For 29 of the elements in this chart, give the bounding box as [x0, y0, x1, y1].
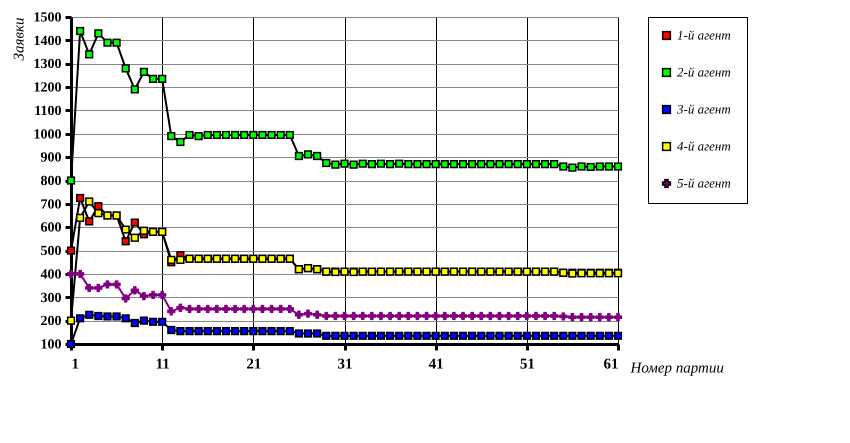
y-tick-label: 200 — [40, 314, 62, 330]
x-tick-label: 51 — [520, 356, 535, 372]
x-tick-label: 11 — [156, 356, 170, 372]
y-tick-label: 800 — [40, 174, 62, 189]
y-tick-label: 1100 — [34, 104, 62, 119]
x-tick-label: 41 — [428, 356, 444, 372]
y-tick-label: 900 — [40, 150, 62, 166]
y-tick-label: 1200 — [34, 80, 62, 96]
x-tick-label: 21 — [246, 356, 262, 372]
y-tick-label: 1400 — [34, 34, 62, 49]
legend-label: 1-й агент — [677, 28, 731, 42]
y-tick-label: 1300 — [34, 57, 62, 72]
y-tick-label: 100 — [40, 338, 62, 352]
x-tick-label: 1 — [72, 356, 79, 372]
y-tick-label: 600 — [40, 220, 62, 236]
y-tick-label: 400 — [40, 267, 62, 282]
x-tick-label: 31 — [338, 356, 352, 372]
legend-label: 3-й агент — [676, 102, 731, 116]
y-axis-title: Заявки — [12, 18, 28, 60]
legend-label: 4-й агент — [677, 138, 731, 154]
y-tick-label: 700 — [40, 197, 62, 212]
y-tick-label: 1000 — [34, 127, 62, 142]
x-tick-label: 61 — [604, 356, 618, 372]
y-tick-label: 1500 — [34, 10, 62, 26]
y-tick-label: 500 — [40, 244, 62, 260]
legend-label: 5-й агент — [677, 176, 731, 190]
x-axis-title: Номер партии — [630, 360, 724, 376]
y-tick-label: 300 — [40, 290, 62, 306]
legend-label: 2-й агент — [677, 64, 731, 80]
